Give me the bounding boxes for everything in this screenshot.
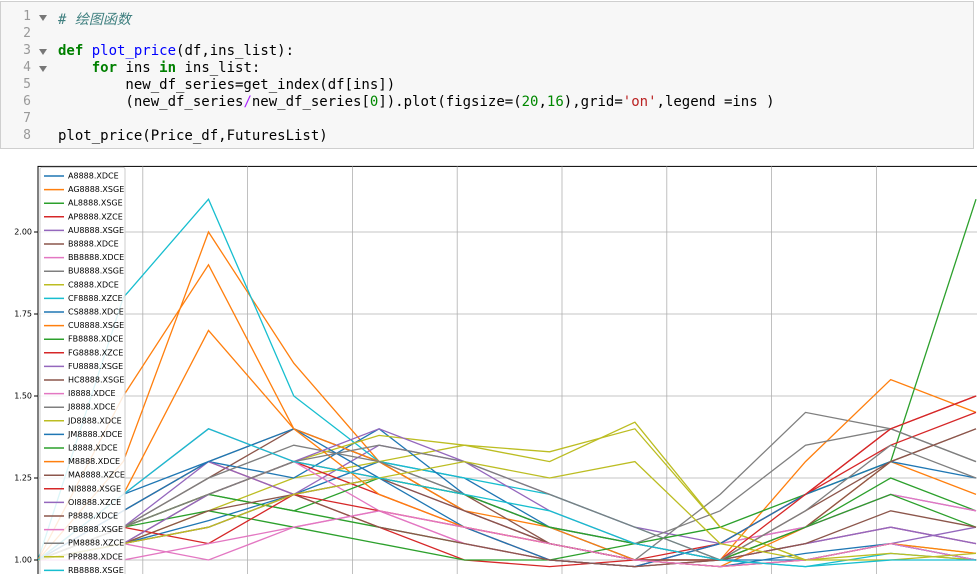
- lines: [38, 197, 977, 568]
- legend-label: PP8888.XDCE: [68, 552, 123, 561]
- line-number: 1: [23, 9, 31, 24]
- legend-label: CS8888.XDCE: [68, 308, 124, 317]
- code-line: for ins in ins_list:: [58, 60, 261, 76]
- code-token: [58, 60, 92, 76]
- code-token: ins_list:: [176, 60, 261, 76]
- code-line: new_df_series=get_index(df[ins]): [58, 77, 395, 93]
- chart: A8888.XDCE AG8888.XSGE AL8888.XSGE AP8888.X…: [14, 165, 977, 574]
- code-token: plot_price(Price_df,FuturesList): [58, 128, 328, 144]
- series-line: [38, 510, 977, 568]
- legend-label: P8888.XDCE: [68, 512, 118, 521]
- legend-label: FG8888.XZCE: [68, 348, 123, 357]
- line-number: 8: [23, 128, 31, 143]
- series-line: [38, 444, 977, 561]
- legend-label: FB8888.XDCE: [68, 335, 123, 344]
- legend-label: OI8888.XZCE: [68, 498, 121, 507]
- legend-label: FU8888.XSGE: [68, 362, 123, 371]
- line-number: 5: [23, 77, 31, 92]
- code-token: 16: [546, 94, 564, 110]
- legend: A8888.XDCE AG8888.XSGE AL8888.XSGE AP8888.X…: [39, 166, 126, 574]
- code-token: def: [58, 43, 84, 59]
- code-token: ]).plot(figsize=(: [378, 94, 522, 110]
- code-token: [83, 43, 91, 59]
- code-token: ins: [117, 60, 160, 76]
- series-line: [38, 428, 977, 561]
- legend-label: JM8888.XDCE: [67, 430, 122, 439]
- code-token: 20: [521, 94, 539, 110]
- series-line: [38, 428, 976, 568]
- legend-label: BU8888.XSGE: [68, 267, 124, 276]
- code-token: for: [91, 60, 118, 76]
- legend-label: L8888.XDCE: [68, 444, 118, 453]
- legend-label: PB8888.XSGE: [68, 525, 123, 534]
- legend-label: NI8888.XSGE: [68, 484, 121, 493]
- code-token: in: [159, 60, 177, 76]
- code-token: new_df_series[: [251, 94, 370, 110]
- legend-label: C8888.XDCE: [68, 280, 119, 289]
- plot-area: [37, 165, 977, 574]
- legend-label: AP8888.XZCE: [68, 212, 123, 221]
- series-line: [38, 428, 977, 568]
- legend-label: AU8888.XSGE: [68, 226, 124, 235]
- legend-label: CU8888.XSGE: [68, 321, 124, 330]
- code-line: def plot_price(df,ins_list):: [58, 43, 294, 59]
- legend-label: A8888.XDCE: [68, 172, 119, 181]
- code-line: (new_df_series/new_df_series[0]).plot(fi…: [58, 94, 775, 110]
- grid: [34, 166, 977, 574]
- y-tick-label: 1.00: [14, 556, 32, 565]
- series-line: [38, 460, 977, 561]
- series-line: [38, 428, 977, 568]
- y-tick-label: 1.50: [14, 392, 32, 401]
- code-token: (new_df_series: [58, 94, 244, 110]
- code-token: new_df_series=get_index(df[ins]): [58, 77, 396, 93]
- legend-label: I8888.XDCE: [68, 389, 116, 398]
- code-token: 'on': [622, 94, 657, 110]
- fold-arrow: [39, 66, 47, 72]
- legend-label: M8888.XDCE: [68, 457, 120, 466]
- line-number: 7: [23, 111, 31, 126]
- legend-label: J8888.XDCE: [67, 403, 116, 412]
- fold-arrow: [39, 15, 47, 21]
- line-number: 6: [23, 94, 31, 109]
- code-cell[interactable]: 1 # 绘图函数 2 3 def plot_price(df,ins_list): 4 f…: [0, 1, 974, 149]
- legend-label: BB8888.XDCE: [68, 253, 124, 262]
- legend-box: [39, 166, 126, 574]
- legend-label: RB8888.XSGE: [68, 566, 124, 574]
- y-tick-label: 1.75: [14, 310, 32, 319]
- line-number: 3: [23, 43, 31, 58]
- y-tick-label: 2.00: [14, 228, 32, 237]
- code-token: # 绘图函数: [58, 12, 131, 28]
- fold-arrow: [39, 49, 47, 55]
- y-tick-label: 1.25: [14, 474, 32, 483]
- code-token: ),grid=: [563, 94, 623, 110]
- code-token: 0: [369, 94, 379, 110]
- legend-label: AL8888.XSGE: [68, 199, 123, 208]
- legend-label: B8888.XDCE: [68, 240, 119, 249]
- code-line: # 绘图函数: [58, 9, 131, 29]
- legend-label: CF8888.XZCE: [68, 294, 123, 303]
- code-token: ,: [538, 94, 547, 110]
- code-token: /: [243, 94, 252, 110]
- legend-label: MA8888.XZCE: [68, 471, 125, 480]
- legend-label: JD8888.XDCE: [67, 416, 122, 425]
- legend-label: AG8888.XSGE: [68, 185, 124, 194]
- code-token: ,legend =ins ): [656, 94, 775, 110]
- line-number: 2: [23, 26, 31, 41]
- legend-label: HC8888.XSGE: [68, 376, 124, 385]
- code-token: plot_price: [91, 43, 177, 59]
- code-token: (df,ins_list):: [176, 43, 295, 59]
- code-line: plot_price(Price_df,FuturesList): [58, 128, 328, 144]
- legend-label: PM8888.XZCE: [68, 539, 124, 548]
- line-number: 4: [23, 60, 31, 75]
